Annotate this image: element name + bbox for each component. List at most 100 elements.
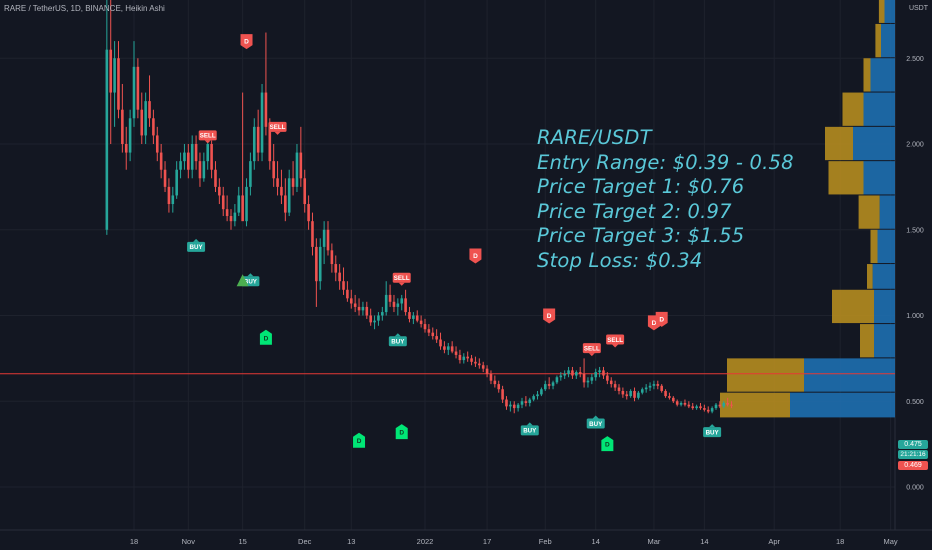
candle-body (594, 372, 598, 378)
candle (346, 281, 349, 302)
candle-body (260, 92, 264, 153)
candle (252, 118, 256, 170)
candle (485, 365, 489, 378)
candle-body (249, 161, 252, 187)
marker-tag (395, 424, 408, 440)
candle-body (210, 144, 213, 170)
candle (602, 366, 605, 379)
candle (443, 341, 446, 354)
candle-body (435, 336, 438, 340)
candle-body (505, 399, 508, 407)
candle (136, 58, 140, 119)
candle-body (571, 370, 574, 376)
time-tick-label: Nov (182, 537, 196, 546)
candle-body (392, 301, 396, 307)
candle (334, 255, 338, 282)
candle-body (384, 294, 388, 313)
price-tick-label: 1.500 (906, 227, 924, 234)
marker-letter: D (399, 430, 404, 437)
candle (520, 397, 524, 409)
low-price-label: 0.469 (898, 461, 928, 470)
candle (198, 152, 202, 187)
candle-body (722, 402, 726, 407)
sell-signal: SELL (268, 121, 287, 135)
candle-body (675, 401, 679, 405)
candle-body (400, 298, 404, 304)
candle (586, 377, 590, 388)
candle-body (532, 396, 535, 400)
candle (571, 366, 574, 379)
time-tick-label: 2022 (417, 537, 434, 546)
candle (431, 327, 435, 340)
signal-pointer (592, 415, 599, 419)
candle-body (155, 135, 159, 153)
candle (233, 204, 237, 227)
marker-tag (601, 436, 614, 452)
candle-body (528, 399, 532, 403)
candle-body (567, 370, 570, 374)
green-d-marker: D (259, 329, 272, 345)
annotation-entry-range: Entry Range: $0.39 - 0.58 (537, 150, 794, 174)
candle (365, 301, 369, 319)
candle-body (233, 212, 237, 222)
signal-box (187, 241, 206, 252)
annotation-target-3: Price Target 3: $1.55 (537, 224, 745, 248)
candle-body (443, 346, 446, 350)
candle-body (365, 306, 369, 316)
candle-body (687, 404, 691, 407)
candle-body (423, 324, 427, 330)
candle-body (470, 358, 473, 362)
buy-signal: BUY (586, 415, 605, 429)
candle (144, 92, 147, 144)
candle-body (575, 372, 578, 376)
volume-profile-down-bar (727, 358, 804, 392)
candle (446, 342, 450, 355)
candle-body (202, 161, 206, 179)
marker-letter: D (357, 438, 362, 445)
sell-signal: SELL (392, 272, 411, 286)
time-tick-label: 15 (238, 537, 246, 546)
red-d-marker: D (543, 308, 556, 324)
volume-profile-down-bar (832, 289, 874, 324)
candle-body (478, 363, 481, 366)
candle (629, 389, 632, 398)
signal-label: BUY (391, 339, 405, 346)
candle-body (322, 229, 326, 247)
time-tick-label: Apr (768, 537, 780, 546)
candle-body (117, 58, 120, 110)
candle-body (179, 161, 182, 170)
candle-body (206, 144, 210, 162)
candle (423, 318, 427, 333)
candle (132, 41, 136, 127)
candle-body (272, 161, 275, 179)
candle (210, 140, 213, 179)
candle (644, 384, 648, 393)
candle-body (353, 303, 357, 307)
volume-profile-down-bar (858, 195, 880, 229)
candle (551, 380, 555, 390)
candle-body (295, 152, 299, 187)
candle-body (516, 404, 520, 409)
buy-signal: BUY (520, 422, 539, 436)
candle-body (656, 384, 660, 386)
currency-unit[interactable]: USDT (908, 5, 928, 12)
candle (435, 329, 438, 343)
candle-body (338, 272, 341, 282)
symbol-header[interactable]: RARE / TetherUS, 1D, BINANCE, Heikin Ash… (4, 4, 165, 13)
candle-body (691, 406, 695, 409)
candle-body (485, 368, 489, 374)
grid (0, 0, 895, 530)
candle-body (412, 315, 415, 319)
candle (167, 178, 171, 213)
volume-profile-up-bar (804, 358, 895, 392)
candle-body (609, 380, 613, 385)
volume-profile-up-bar (881, 23, 895, 58)
candle-body (606, 375, 609, 381)
signal-box (388, 336, 407, 347)
candle (315, 238, 318, 307)
candle (349, 289, 353, 309)
volume-profile-down-bar (842, 92, 864, 126)
candle (249, 152, 252, 196)
candle-body (450, 346, 454, 352)
